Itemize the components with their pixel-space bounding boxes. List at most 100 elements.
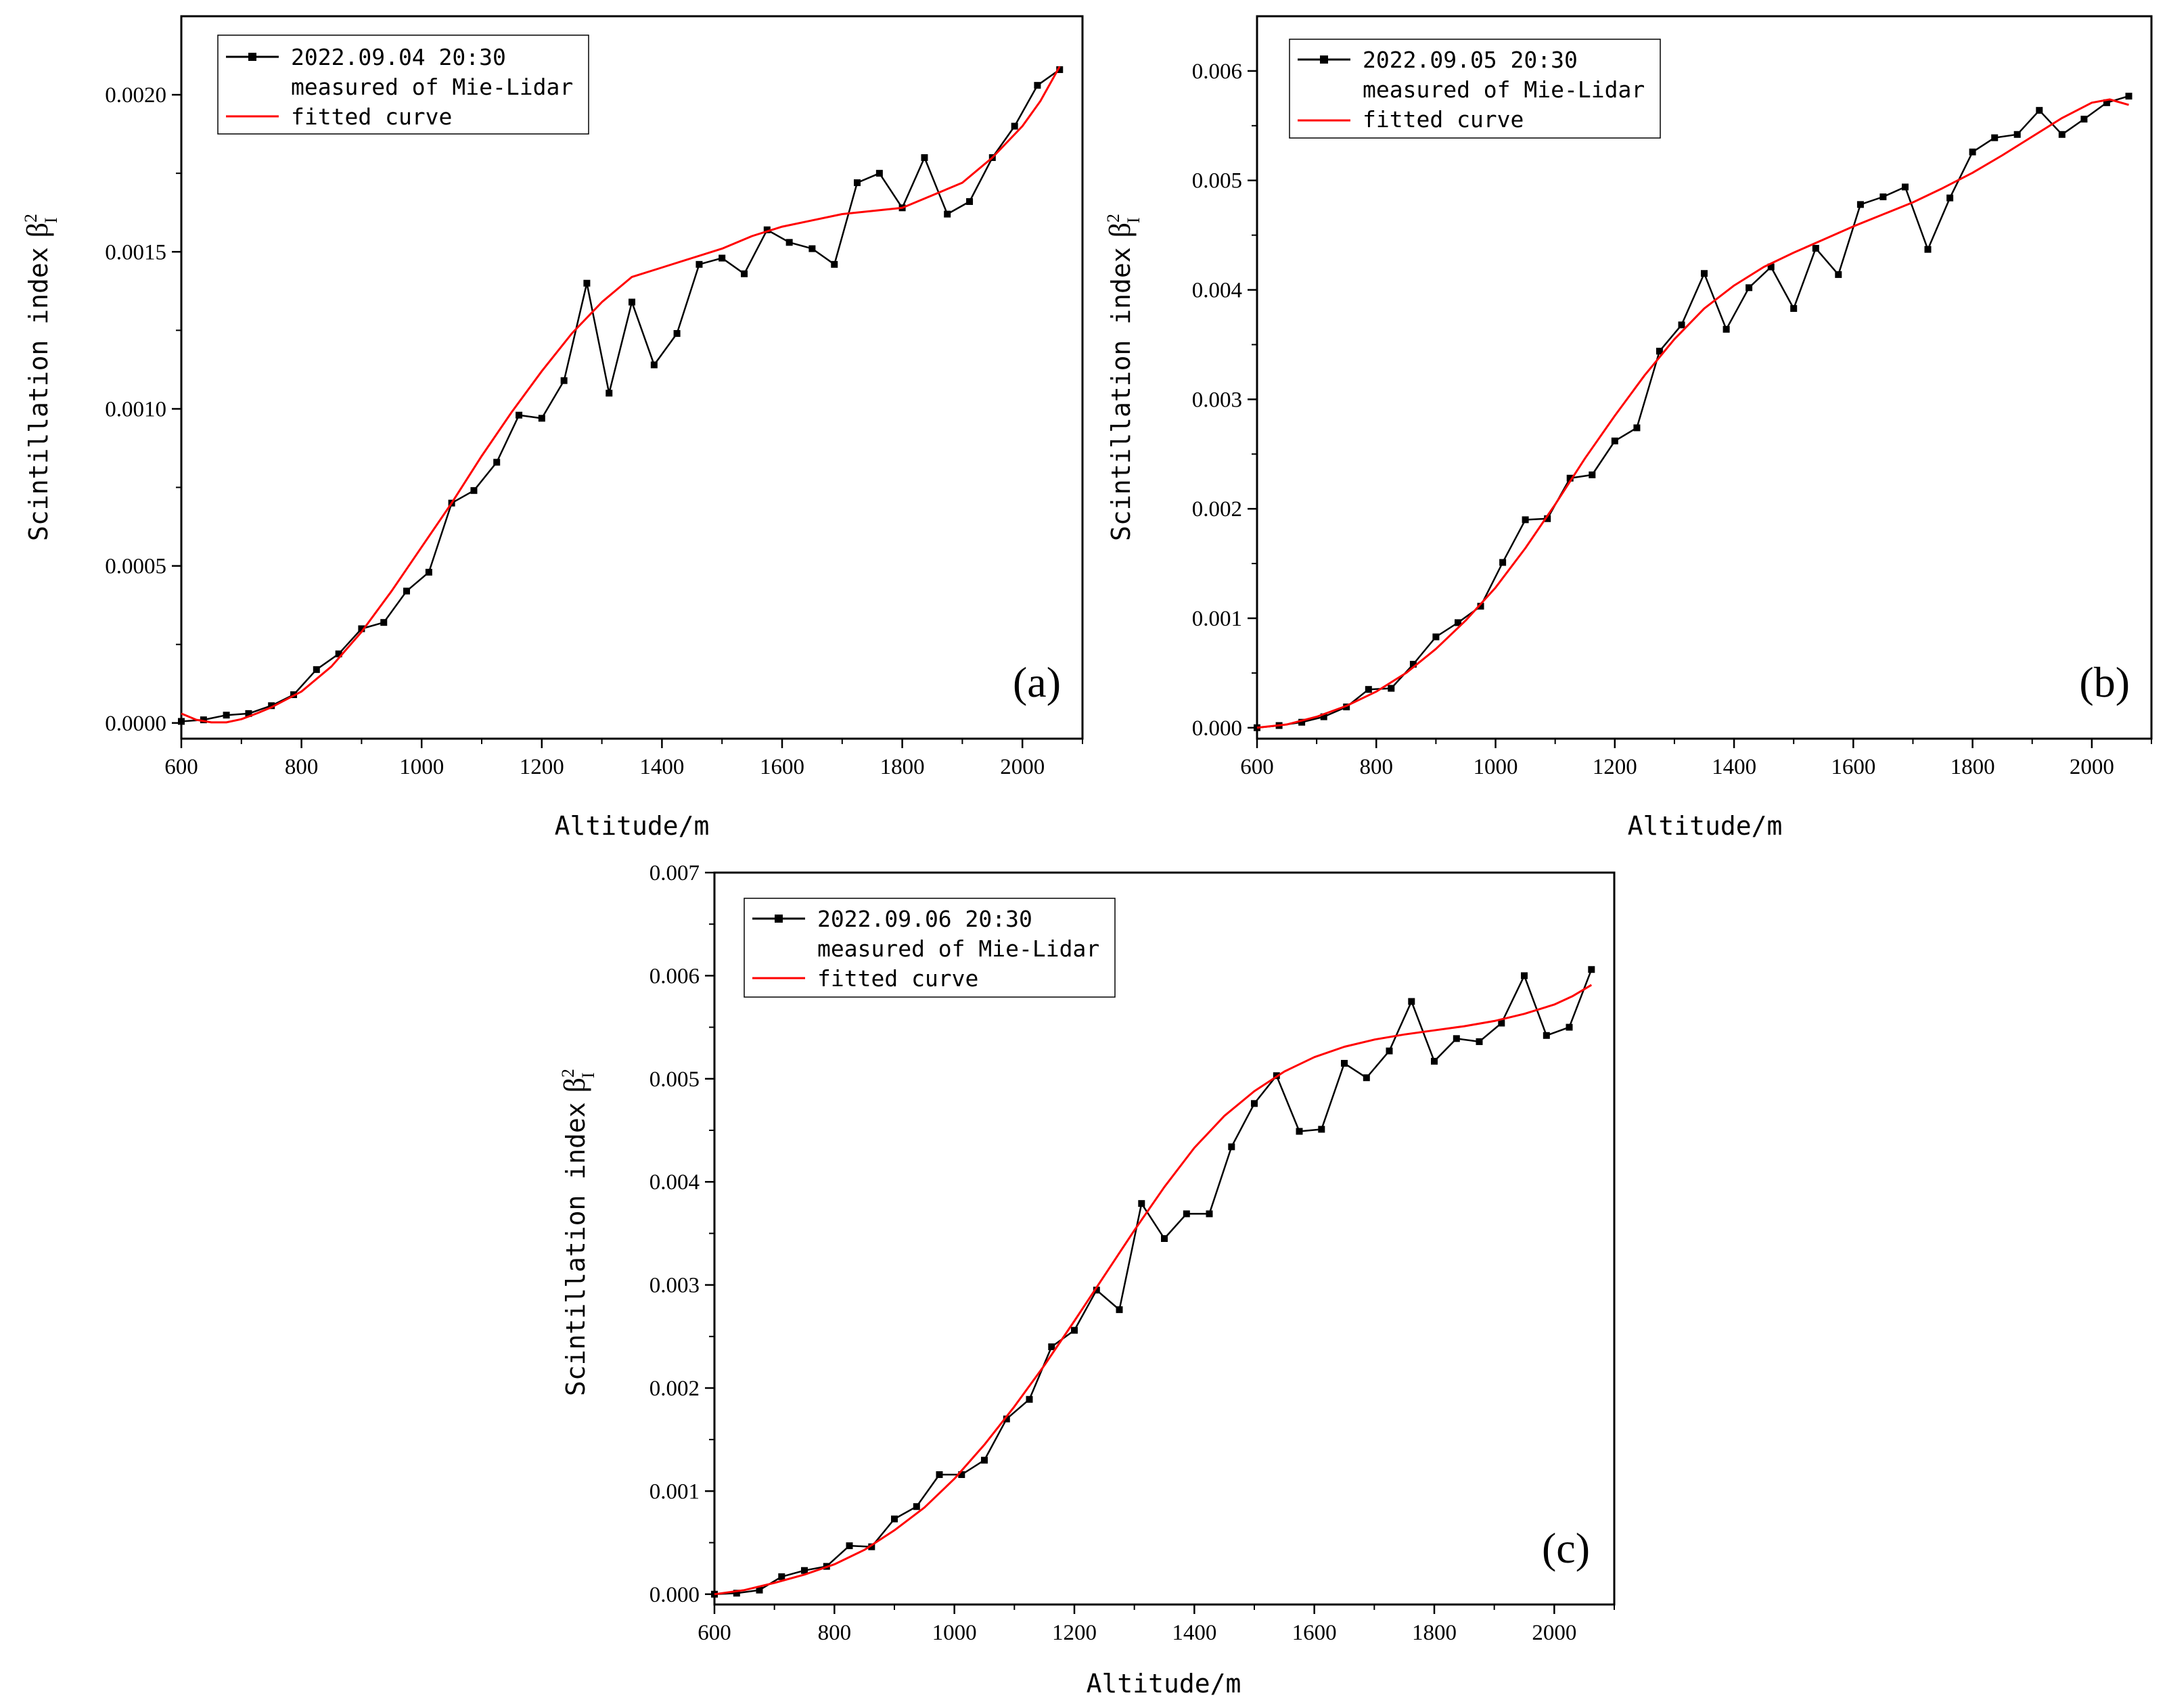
legend-entry-fitted: fitted curve <box>291 103 452 130</box>
measured-point <box>1254 724 1260 731</box>
measured-point <box>1924 246 1932 253</box>
measured-point <box>1455 619 1462 626</box>
y-tick-label: 0.004 <box>1192 279 1242 303</box>
measured-point <box>1588 966 1595 973</box>
fitted-curve-line <box>181 66 1061 724</box>
measured-point <box>2103 99 2110 106</box>
measured-point <box>178 718 185 725</box>
y-tick-label: 0.006 <box>1192 60 1242 84</box>
y-axis-symbol: β <box>21 223 54 237</box>
measured-point <box>1071 1326 1078 1334</box>
measured-point <box>2013 131 2021 138</box>
measured-point <box>1138 1200 1145 1207</box>
measured-point <box>868 1543 875 1550</box>
legend-entry-measured: measured of Mie-Lidar <box>817 936 1099 962</box>
measured-point <box>966 198 974 205</box>
measured-point <box>1946 194 1954 202</box>
y-axis-symbol: β <box>1103 223 1137 237</box>
measured-point <box>831 260 838 268</box>
measured-point <box>403 587 410 595</box>
y-tick-label: 0.0015 <box>105 240 166 264</box>
y-tick-label: 0.003 <box>1192 388 1242 412</box>
measured-point <box>1498 1019 1505 1027</box>
x-tick-label: 1800 <box>1951 755 1995 779</box>
y-tick-label: 0.0020 <box>105 83 166 108</box>
measured-point <box>1318 1126 1325 1133</box>
x-tick-label: 1200 <box>1052 1621 1097 1645</box>
y-axis-title-text: Scintillation index <box>1106 247 1136 541</box>
measured-point <box>1522 516 1529 524</box>
measured-point <box>1701 270 1708 277</box>
measured-point <box>1767 263 1775 271</box>
measured-point <box>335 650 342 657</box>
y-tick-label: 0.004 <box>649 1170 700 1195</box>
y-tick-label: 0.0000 <box>105 712 166 736</box>
measured-point <box>1902 183 1909 191</box>
measured-point <box>425 568 432 576</box>
measured-point <box>763 226 771 233</box>
measured-point <box>538 415 545 422</box>
x-tick-label: 600 <box>698 1621 731 1645</box>
measured-point <box>1566 1023 1573 1031</box>
measured-point <box>718 254 726 262</box>
y-axis-title: Scintillation index β2I <box>558 1069 598 1396</box>
legend-entry-fitted: fitted curve <box>817 965 978 992</box>
measured-point <box>245 710 252 717</box>
measured-point <box>1589 471 1596 479</box>
measured-point <box>875 170 883 177</box>
y-axis-sub: I <box>1124 217 1143 223</box>
measured-point <box>778 1573 785 1580</box>
measured-point <box>1206 1210 1213 1218</box>
measured-point <box>1544 515 1551 522</box>
measured-point <box>2080 116 2088 123</box>
fitted-curve-line <box>1256 98 2129 729</box>
measured-point <box>1251 1100 1258 1107</box>
plot-area-frame <box>180 15 1084 740</box>
measured-point <box>1835 271 1842 278</box>
measured-point <box>1477 603 1484 610</box>
y-axis-title-text: Scintillation index <box>561 1102 591 1396</box>
measured-point <box>470 487 478 494</box>
measured-series-line <box>714 969 1593 1596</box>
y-axis-title-text: Scintillation index <box>24 247 53 541</box>
y-tick-label: 0.006 <box>649 964 700 988</box>
x-tick-label: 800 <box>285 755 319 779</box>
chart-a-svg: 600 800 1000 1200 1400 1600 1800 2000 0.00000.0… <box>21 15 1084 841</box>
measured-point <box>606 390 613 397</box>
x-tick-label: 2000 <box>2070 755 2114 779</box>
measured-series-line <box>1256 95 2129 729</box>
measured-point <box>1116 1306 1123 1314</box>
svg-text:Scintillation indexβ2I: Scintillation index β2I <box>1103 214 1143 541</box>
y-axis-sup: 2 <box>21 214 41 223</box>
measured-point <box>516 411 523 419</box>
measured-point <box>493 459 501 466</box>
x-tick-label: 800 <box>1360 755 1394 779</box>
svg-text:Scintillation indexβ2I: Scintillation index β2I <box>558 1069 598 1396</box>
measured-point <box>583 279 591 287</box>
chart-panel-c: 600 800 1000 1200 1400 1600 1800 2000 0.000 0.00… <box>534 852 1637 1708</box>
x-tick-label: 1400 <box>1172 1621 1216 1645</box>
x-tick-label: 800 <box>818 1621 852 1645</box>
y-axis-ticks: 0.000 0.001 0.002 0.003 0.004 0.005 0.006 0.007 <box>649 861 714 1607</box>
measured-point <box>891 1515 898 1523</box>
measured-point <box>1432 633 1440 641</box>
measured-point <box>1408 998 1415 1005</box>
legend-entry-fitted: fitted curve <box>1363 106 1524 133</box>
measured-point <box>650 361 658 369</box>
x-tick-label: 1200 <box>520 755 564 779</box>
measured-point <box>741 270 748 277</box>
measured-point <box>1499 559 1507 566</box>
measured-point <box>913 1503 920 1510</box>
measured-point <box>1611 437 1618 444</box>
measured-point <box>981 1456 988 1464</box>
measured-point <box>1320 713 1327 720</box>
measured-point <box>801 1567 808 1574</box>
x-axis-title: Altitude/m <box>1628 811 1783 841</box>
measured-point <box>358 625 365 632</box>
measured-point <box>1969 148 1976 156</box>
y-tick-label: 0.005 <box>649 1067 700 1092</box>
plot-area-frame <box>1256 15 2153 740</box>
measured-point <box>958 1471 965 1478</box>
measured-point <box>1093 1287 1100 1294</box>
measured-point <box>1566 474 1574 482</box>
